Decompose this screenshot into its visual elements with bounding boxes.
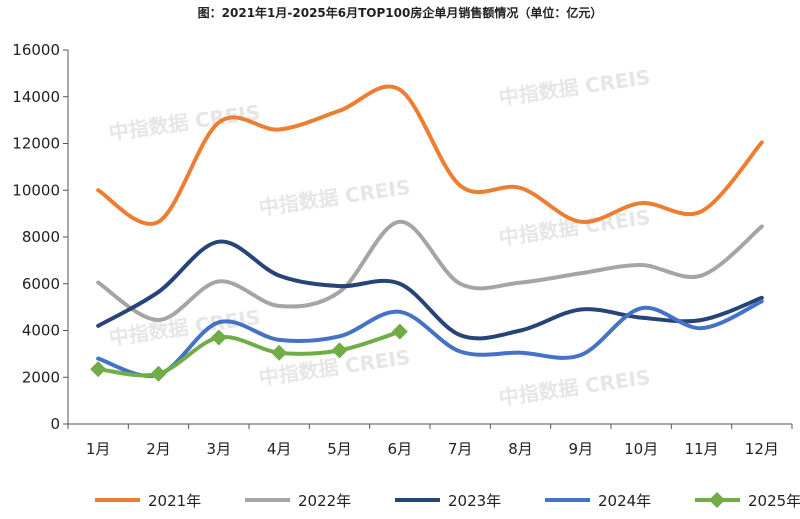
legend-marker-diamond xyxy=(709,492,725,508)
x-tick-label: 4月 xyxy=(267,440,292,458)
data-point-marker xyxy=(391,323,408,340)
watermark: 中指数据 CREIS xyxy=(257,175,411,220)
watermark: 中指数据 CREIS xyxy=(107,305,261,350)
data-point-marker xyxy=(331,342,348,359)
series-line-2023年 xyxy=(96,239,764,341)
y-tick-label: 12000 xyxy=(12,135,60,153)
x-tick-label: 1月 xyxy=(86,440,111,458)
series-line-2024年 xyxy=(96,299,764,379)
y-tick-label: 6000 xyxy=(22,275,60,293)
watermark: 中指数据 CREIS xyxy=(497,65,651,110)
series-line-2022年 xyxy=(96,219,764,322)
y-tick-label: 16000 xyxy=(12,41,60,59)
legend-label: 2021年 xyxy=(148,492,201,510)
watermark: 中指数据 CREIS xyxy=(107,100,261,145)
y-tick-label: 10000 xyxy=(12,181,60,199)
x-tick-label: 3月 xyxy=(207,440,232,458)
x-tick-label: 6月 xyxy=(388,440,413,458)
x-tick-label: 9月 xyxy=(569,440,594,458)
x-tick-label: 2月 xyxy=(146,440,171,458)
chart-title: 图：2021年1月-2025年6月TOP100房企单月销售额情况（单位：亿元） xyxy=(197,6,603,20)
watermark: 中指数据 CREIS xyxy=(497,365,651,410)
x-tick-label: 7月 xyxy=(448,440,473,458)
data-point-marker xyxy=(90,361,107,378)
y-tick-label: 4000 xyxy=(22,322,60,340)
x-tick-label: 5月 xyxy=(327,440,352,458)
watermark: 中指数据 CREIS xyxy=(497,205,651,250)
x-tick-label: 10月 xyxy=(624,440,658,458)
data-point-marker xyxy=(150,365,167,382)
x-tick-label: 8月 xyxy=(508,440,533,458)
y-tick-label: 14000 xyxy=(12,88,60,106)
y-tick-label: 0 xyxy=(50,415,60,433)
x-tick-label: 11月 xyxy=(684,440,718,458)
data-point-marker xyxy=(271,344,288,361)
legend-label: 2025年 xyxy=(748,492,800,510)
y-tick-label: 8000 xyxy=(22,228,60,246)
legend-label: 2023年 xyxy=(448,492,501,510)
x-tick-label: 12月 xyxy=(745,440,779,458)
y-tick-label: 2000 xyxy=(22,368,60,386)
series-line-2021年 xyxy=(96,84,764,226)
legend-label: 2022年 xyxy=(298,492,351,510)
legend-label: 2024年 xyxy=(598,492,651,510)
data-point-marker xyxy=(210,329,227,346)
